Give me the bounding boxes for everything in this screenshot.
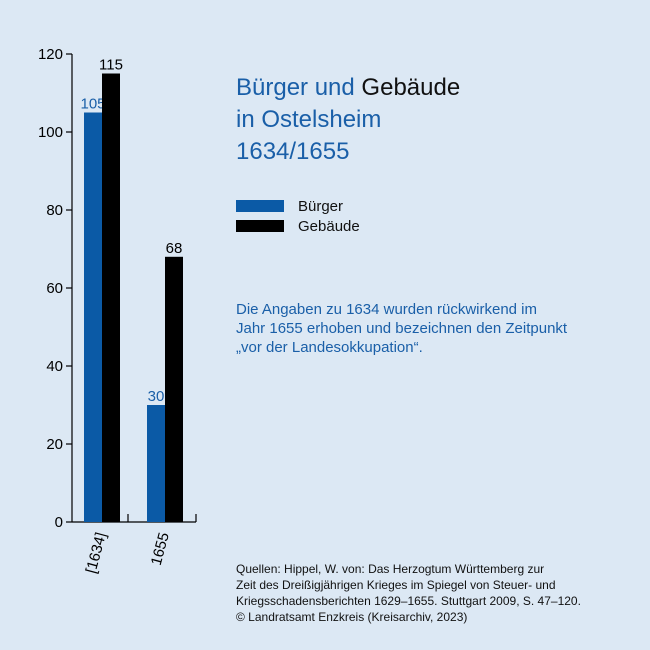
title-line1-dark: Gebäude bbox=[361, 74, 461, 101]
bar-buerger bbox=[84, 112, 102, 522]
sources-line2: Zeit des Dreißigjährigen Krieges im Spie… bbox=[236, 578, 556, 592]
x-axis: [1634] 1655 bbox=[72, 514, 197, 576]
title-line3: 1634/1655 bbox=[236, 138, 350, 165]
data-label: 115 bbox=[99, 57, 123, 74]
legend-item-buerger: Bürger bbox=[236, 196, 360, 216]
y-tick-label: 40 bbox=[46, 358, 63, 375]
legend-label-gebaeude: Gebäude bbox=[298, 217, 360, 235]
y-tick-label: 100 bbox=[38, 124, 63, 141]
sources: Quellen: Hippel, W. von: Das Herzogtum W… bbox=[236, 561, 636, 625]
sources-line4: © Landratsamt Enzkreis (Kreisarchiv, 202… bbox=[236, 610, 468, 624]
x-tick-label: [1634] bbox=[83, 531, 110, 576]
bars: 105 115 30 68 bbox=[80, 57, 183, 522]
data-label: 30 bbox=[148, 388, 165, 405]
y-axis: 0 20 40 60 80 100 120 bbox=[38, 46, 73, 531]
legend-swatch-gebaeude bbox=[236, 220, 284, 232]
bar-gebaeude bbox=[102, 73, 120, 522]
y-tick-label: 0 bbox=[55, 514, 63, 531]
bar-gebaeude bbox=[165, 256, 183, 522]
data-label: 68 bbox=[166, 240, 183, 257]
sources-line3: Kriegsschadensberichten 1629–1655. Stutt… bbox=[236, 594, 581, 608]
data-label: 105 bbox=[80, 96, 105, 113]
y-tick-label: 80 bbox=[46, 202, 63, 219]
y-tick-label: 60 bbox=[46, 280, 63, 297]
note-line1: Die Angaben zu 1634 wurden rückwirkend i… bbox=[236, 301, 538, 318]
bar-buerger bbox=[147, 405, 165, 522]
legend-label-buerger: Bürger bbox=[298, 197, 344, 215]
legend-swatch-buerger bbox=[236, 200, 284, 212]
x-tick-label: 1655 bbox=[148, 531, 173, 568]
y-tick-label: 120 bbox=[38, 46, 63, 63]
annotation-note: Die Angaben zu 1634 wurden rückwirkend i… bbox=[236, 300, 636, 357]
title-line1-blue: Bürger und bbox=[236, 74, 355, 101]
legend: Bürger Gebäude bbox=[236, 196, 360, 236]
chart-title: Bürger und Gebäude in Ostelsheim 1634/16… bbox=[236, 72, 460, 168]
note-line2: Jahr 1655 erhoben und bezeichnen den Zei… bbox=[236, 320, 568, 337]
sources-line1: Quellen: Hippel, W. von: Das Herzogtum W… bbox=[236, 562, 545, 576]
title-line2: in Ostelsheim bbox=[236, 106, 382, 133]
note-line3: „vor der Landesokkupation“. bbox=[236, 339, 423, 356]
legend-item-gebaeude: Gebäude bbox=[236, 216, 360, 236]
y-tick-label: 20 bbox=[46, 436, 63, 453]
